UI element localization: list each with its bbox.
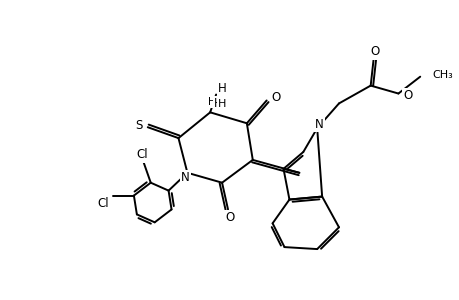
- Text: Cl: Cl: [97, 197, 109, 210]
- Text: N: N: [181, 171, 190, 184]
- Text: H: H: [218, 99, 226, 110]
- Text: N: N: [314, 118, 323, 131]
- Text: O: O: [271, 91, 280, 104]
- Text: S: S: [135, 119, 142, 132]
- Text: O: O: [225, 211, 234, 224]
- Text: H: H: [218, 82, 226, 95]
- Text: O: O: [369, 45, 379, 58]
- Text: H: H: [214, 97, 223, 110]
- Text: Cl: Cl: [136, 148, 147, 161]
- Text: O: O: [403, 89, 412, 102]
- Text: CH₃: CH₃: [431, 70, 452, 80]
- Text: H: H: [208, 98, 216, 107]
